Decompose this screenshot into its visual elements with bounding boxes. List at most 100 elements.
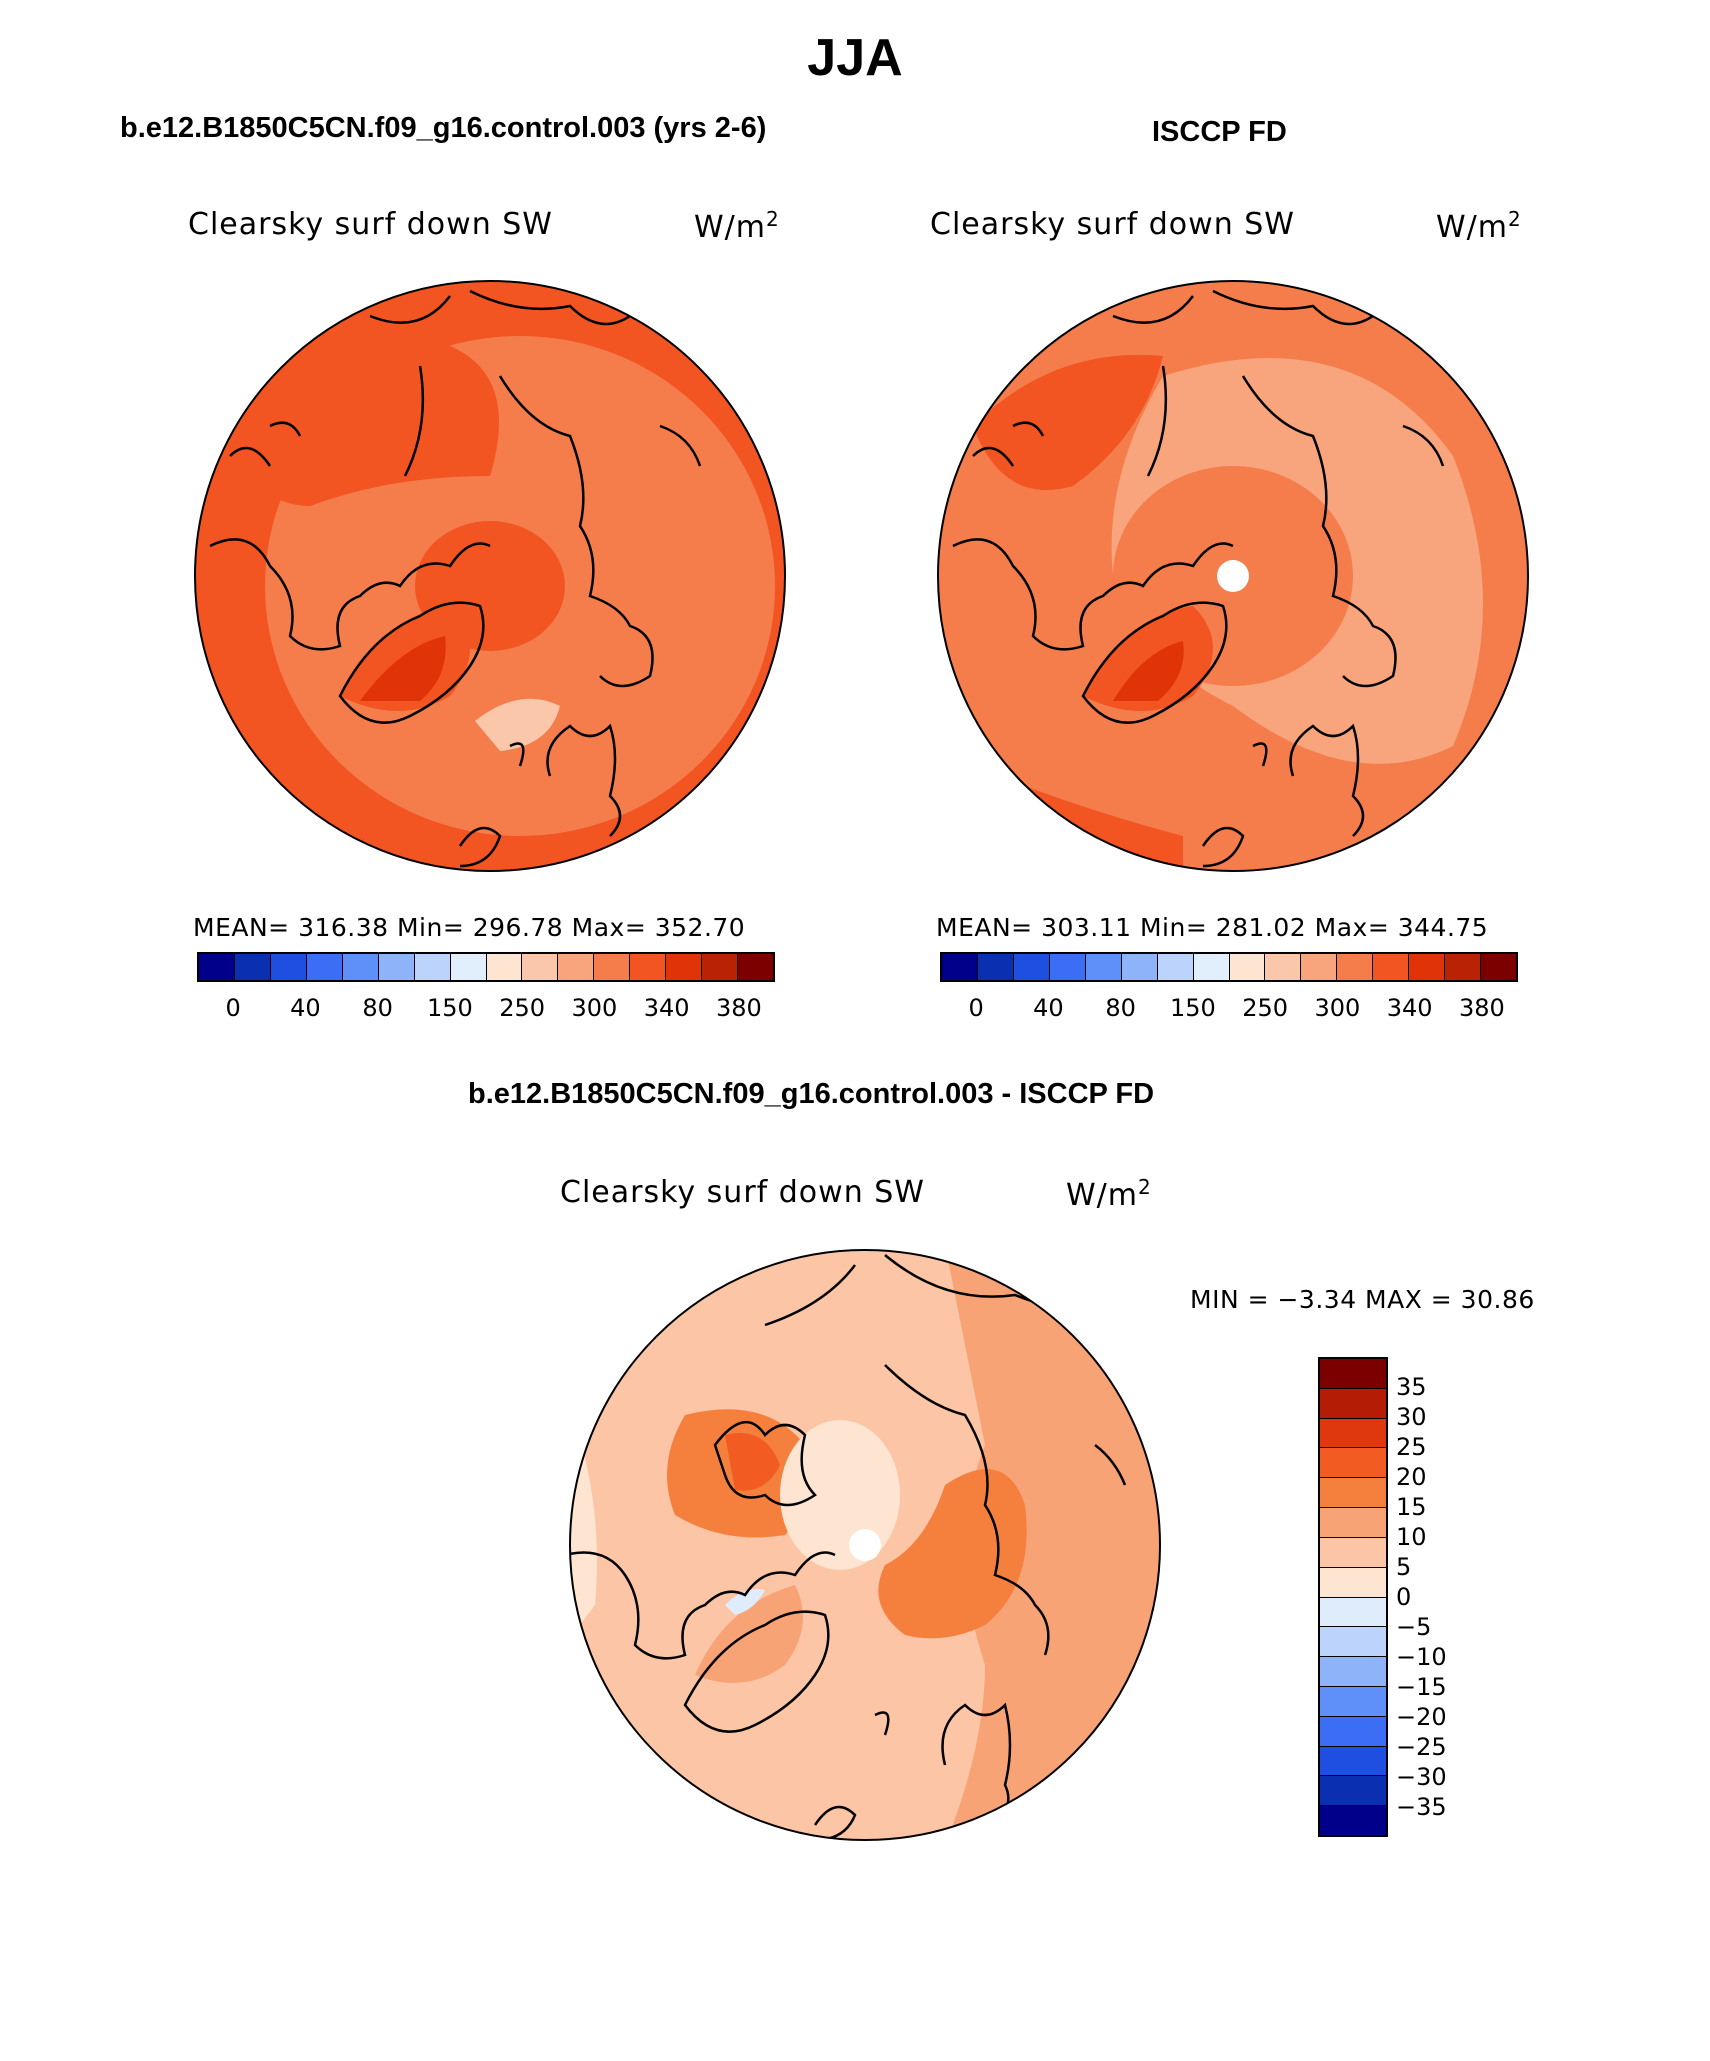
obs-colorbar-cell [1481,954,1516,980]
model-map-border [194,280,786,872]
diff-field-canada-max [725,1433,780,1491]
diff-variable-label: Clearsky surf down SW [560,1175,925,1210]
obs-colorbar-cell [1193,954,1230,980]
model-colorbar-cell [738,954,773,980]
obs-colorbar-cell [1373,954,1410,980]
model-polar-map [194,280,786,872]
model-colorbar-cell [306,954,343,980]
obs-colorbar-tick-label: 40 [1033,994,1064,1022]
model-colorbar-cell [702,954,739,980]
diff-colorbar-tick-label: 30 [1396,1403,1427,1431]
diff-colorbar-cell [1320,1537,1386,1568]
model-field-greenland-max [360,636,446,701]
model-colorbar-cell [378,954,415,980]
obs-missing-pole [1217,560,1249,592]
diff-colorbar-tick-label: 10 [1396,1523,1427,1551]
diff-colorbar-cell [1320,1448,1386,1479]
obs-colorbar-tick-label: 250 [1242,994,1289,1022]
obs-colorbar-cell [1229,954,1266,980]
model-colorbar-cell [666,954,703,980]
diff-colorbar-tick-label: −25 [1396,1733,1447,1761]
obs-colorbar-cell [1301,954,1338,980]
model-colorbar-cell [414,954,451,980]
model-colorbar-tick-label: 80 [362,994,393,1022]
diff-stats: MIN = −3.34 MAX = 30.86 [1190,1285,1535,1314]
diff-colorbar-cell [1320,1686,1386,1717]
model-coastlines [209,289,702,868]
model-colorbar-cell [234,954,271,980]
obs-panel-heading: ISCCP FD [1152,116,1287,148]
diff-colorbar-tick-label: 5 [1396,1553,1412,1581]
diff-panel-heading: b.e12.B1850C5CN.f09_g16.control.003 - IS… [468,1078,1155,1110]
diff-colorbar-tick-label: −35 [1396,1793,1447,1821]
obs-variable-label: Clearsky surf down SW [930,207,1295,242]
obs-colorbar-cell [1157,954,1194,980]
obs-colorbar-cell [977,954,1014,980]
obs-colorbar-cell [1265,954,1302,980]
model-colorbar-tick-label: 0 [225,994,241,1022]
diff-colorbar-cell [1320,1478,1386,1509]
model-panel-heading: b.e12.B1850C5CN.f09_g16.control.003 (yrs… [120,112,767,144]
diff-colorbar-tick-label: −15 [1396,1673,1447,1701]
diff-colorbar-cell [1320,1657,1386,1687]
model-colorbar-cell [486,954,523,980]
diff-colorbar-tick-label: −10 [1396,1643,1447,1671]
model-units-label: W/m2 [694,207,780,245]
diff-colorbar-cell [1320,1806,1386,1835]
obs-field-region [973,354,1163,490]
diff-field-east [945,1250,1160,1840]
model-colorbar-cell [199,954,235,980]
diff-colorbar-cell [1320,1746,1386,1777]
model-colorbar-tick-label: 40 [290,994,321,1022]
diff-colorbar-tick-label: −5 [1396,1613,1432,1641]
obs-colorbar-cell [1013,954,1050,980]
obs-colorbar-tick-label: 80 [1105,994,1136,1022]
obs-units-label: W/m2 [1436,207,1522,245]
obs-colorbar-cell [1049,954,1086,980]
diff-missing-pole [849,1529,881,1561]
obs-colorbar-tick-label: 380 [1458,994,1505,1022]
diff-colorbar-cell [1320,1508,1386,1538]
diff-colorbar-tick-label: 20 [1396,1463,1427,1491]
model-colorbar-cell [270,954,307,980]
obs-coastlines [952,289,1445,868]
diff-colorbar [1318,1357,1388,1837]
diff-colorbar-tick-label: −20 [1396,1703,1447,1731]
diff-colorbar-tick-label: 0 [1396,1583,1412,1611]
obs-field-greenland [1083,606,1213,711]
obs-colorbar-cell [1121,954,1158,980]
diff-colorbar-cell [1320,1627,1386,1658]
model-field-region [230,345,499,506]
obs-colorbar [940,952,1518,982]
obs-colorbar-tick-label: 340 [1386,994,1433,1022]
diff-colorbar-ticks [0,0,1,1]
model-colorbar-cell [522,954,559,980]
model-colorbar-tick-label: 250 [499,994,546,1022]
diff-colorbar-cell [1320,1567,1386,1598]
diff-colorbar-tick-label: 25 [1396,1433,1427,1461]
model-colorbar-cell [342,954,379,980]
obs-polar-map [937,280,1529,872]
diff-colorbar-cell [1320,1418,1386,1449]
diff-colorbar-cell [1320,1359,1386,1389]
obs-map-border [937,280,1529,872]
obs-colorbar-cell [942,954,978,980]
main-title: JJA [807,29,903,87]
diff-units-label: W/m2 [1066,1175,1152,1213]
obs-colorbar-cell [1445,954,1482,980]
obs-stats: MEAN= 303.11 Min= 281.02 Max= 344.75 [936,913,1489,942]
model-field-min [475,698,560,751]
model-colorbar-tick-label: 300 [571,994,618,1022]
model-colorbar-tick-label: 340 [643,994,690,1022]
model-colorbar-cell [630,954,667,980]
diff-polar-map [569,1249,1161,1841]
model-colorbar-cell [450,954,487,980]
model-variable-label: Clearsky surf down SW [188,207,553,242]
obs-colorbar-cell [1337,954,1374,980]
model-colorbar-cell [558,954,595,980]
diff-field-pole [780,1420,900,1570]
model-colorbar [197,952,775,982]
obs-colorbar-cell [1409,954,1446,980]
obs-field-greenland-max [1113,641,1184,701]
diff-colorbar-tick-label: 35 [1396,1373,1427,1401]
